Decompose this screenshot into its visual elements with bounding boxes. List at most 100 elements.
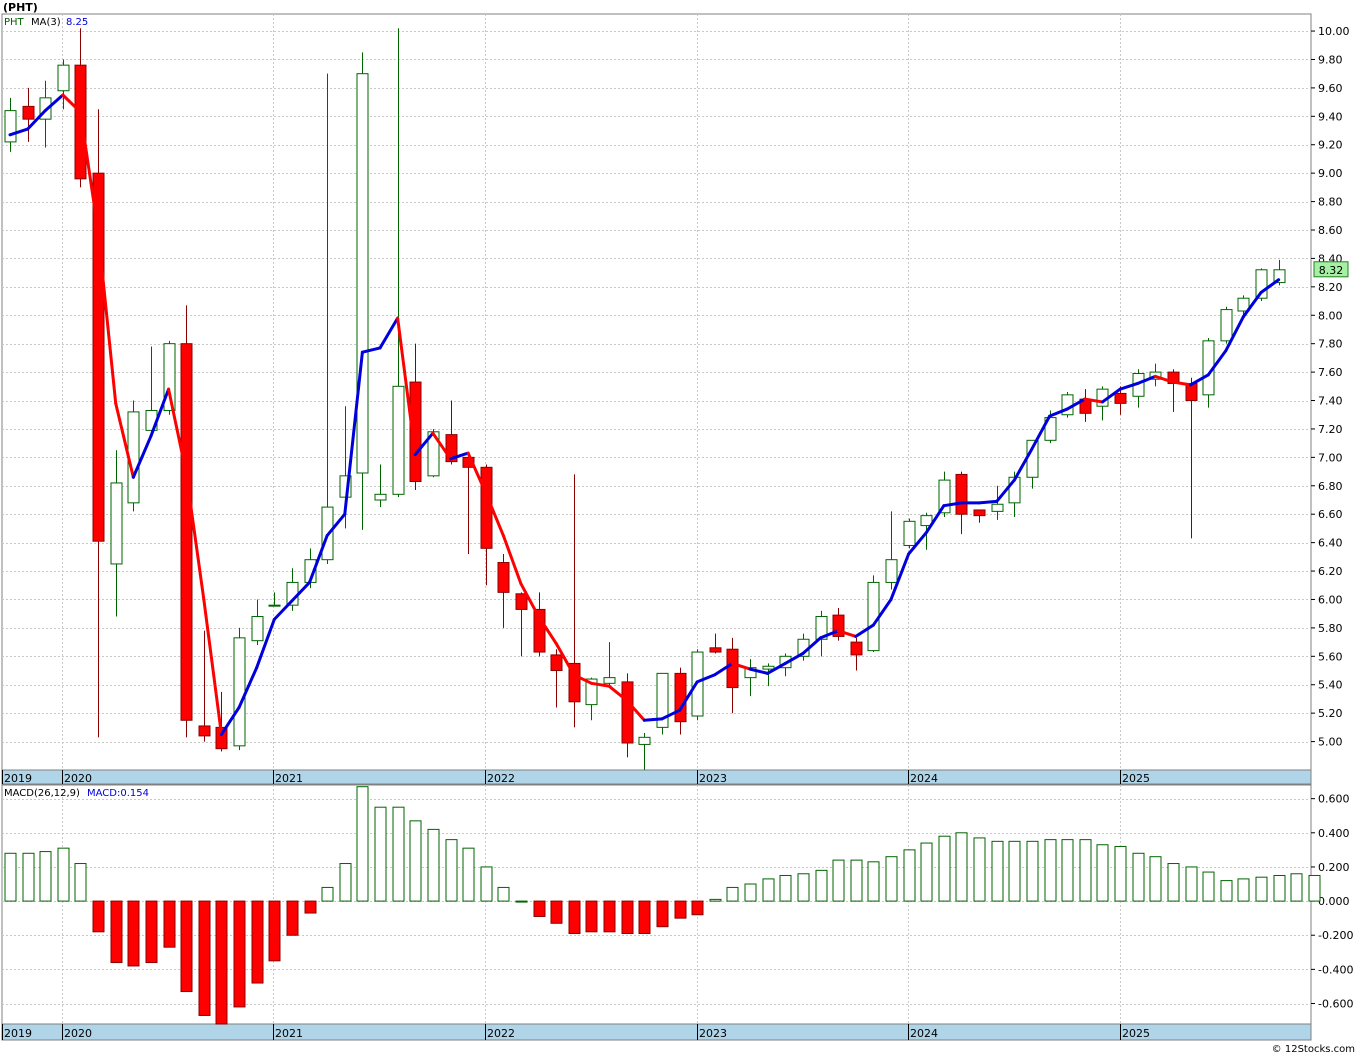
ma-segment bbox=[977, 499, 999, 505]
macd-y-tick-label: 0.400 bbox=[1318, 827, 1350, 840]
candle bbox=[1220, 306, 1233, 344]
candle-body bbox=[568, 662, 581, 703]
macd-bar bbox=[973, 837, 986, 902]
macd-bar bbox=[779, 874, 792, 902]
ma-segment bbox=[1030, 414, 1052, 451]
candle bbox=[973, 509, 986, 523]
macd-bar bbox=[1308, 874, 1321, 902]
ma-segment bbox=[237, 666, 259, 709]
macd-x-tick-label: 2025 bbox=[1122, 1027, 1150, 1040]
candle-body bbox=[656, 672, 669, 728]
macd-bar bbox=[374, 806, 387, 902]
candle bbox=[568, 474, 581, 728]
macd-bar bbox=[1220, 880, 1233, 902]
macd-bar bbox=[497, 886, 510, 902]
ma-segment bbox=[360, 346, 382, 354]
macd-bar bbox=[621, 900, 634, 935]
ma-segment bbox=[942, 501, 963, 508]
price-y-tick-label: 5.20 bbox=[1318, 707, 1343, 720]
macd-bar bbox=[1132, 852, 1145, 902]
candle-body bbox=[832, 614, 845, 637]
price-y-tick-label: 5.40 bbox=[1318, 679, 1343, 692]
candle-body bbox=[621, 681, 634, 744]
ma-segment bbox=[1083, 397, 1104, 404]
candle-body bbox=[1237, 297, 1250, 312]
ma-segment bbox=[1153, 374, 1175, 384]
macd-bar bbox=[57, 847, 70, 902]
price-y-tick-label: 6.60 bbox=[1318, 508, 1343, 521]
macd-y-tick-label: 0.000 bbox=[1318, 895, 1350, 908]
price-y-tick-label: 6.80 bbox=[1318, 480, 1343, 493]
macd-bar bbox=[251, 900, 264, 984]
ma-segment bbox=[625, 698, 646, 722]
candle bbox=[938, 471, 951, 518]
candle bbox=[409, 343, 422, 491]
candle-body bbox=[991, 503, 1004, 512]
macd-bar bbox=[674, 900, 687, 919]
candle bbox=[762, 663, 775, 687]
ma-segment bbox=[889, 552, 911, 601]
candle-body bbox=[427, 431, 440, 477]
ma-segment bbox=[1136, 374, 1157, 385]
price-y-tick-label: 9.80 bbox=[1318, 53, 1343, 66]
candle bbox=[268, 592, 281, 607]
macd-bar bbox=[850, 859, 863, 902]
ma-line bbox=[8, 93, 1281, 736]
macd-bar bbox=[4, 852, 17, 902]
candle bbox=[850, 637, 863, 671]
macd-bar bbox=[163, 900, 176, 948]
ma-segment bbox=[1065, 397, 1087, 411]
price-grid bbox=[2, 14, 1311, 770]
ma-segment bbox=[801, 636, 823, 655]
candle bbox=[815, 610, 828, 657]
ma-segment bbox=[184, 471, 206, 601]
macd-bar bbox=[127, 900, 140, 967]
candle-body bbox=[1273, 269, 1286, 284]
candle-body bbox=[867, 581, 880, 652]
macd-bar bbox=[1096, 844, 1109, 902]
candle bbox=[991, 485, 1004, 520]
candle bbox=[374, 464, 387, 508]
macd-bar bbox=[885, 856, 898, 902]
price-y-tick-label: 8.00 bbox=[1318, 309, 1343, 322]
ma-segment bbox=[519, 582, 541, 619]
candle bbox=[903, 518, 916, 549]
ma-segment bbox=[537, 615, 558, 646]
ma-segment bbox=[660, 708, 682, 721]
macd-y-tick-label: -0.600 bbox=[1318, 998, 1353, 1011]
candle bbox=[885, 511, 898, 590]
legend-ticker: PHT bbox=[4, 17, 25, 28]
price-y-tick-label: 8.20 bbox=[1318, 281, 1343, 294]
macd-bar bbox=[22, 852, 35, 902]
price-y-tick-label: 5.60 bbox=[1318, 650, 1343, 663]
ma-segment bbox=[61, 93, 82, 114]
macd-bar bbox=[955, 832, 968, 902]
candle-body bbox=[1114, 392, 1127, 404]
ma-segment bbox=[642, 717, 664, 722]
macd-y-tick-label: 0.200 bbox=[1318, 861, 1350, 874]
candle-body bbox=[709, 647, 722, 653]
candle bbox=[392, 28, 405, 498]
ma-segment bbox=[290, 580, 312, 603]
candle bbox=[22, 87, 35, 142]
candle-body bbox=[762, 665, 775, 670]
price-y-tick-label: 7.80 bbox=[1318, 338, 1343, 351]
candle bbox=[638, 733, 651, 770]
candle-body bbox=[497, 562, 510, 593]
candle-body bbox=[938, 479, 951, 514]
candle-body bbox=[726, 648, 739, 689]
macd-bar bbox=[286, 900, 299, 936]
candle-body bbox=[973, 509, 986, 517]
macd-bar bbox=[815, 869, 828, 902]
watermark: © 12Stocks.com bbox=[1272, 1044, 1355, 1055]
ma-segment bbox=[995, 478, 1016, 503]
candle bbox=[4, 97, 17, 152]
macd-bar bbox=[1008, 840, 1021, 902]
ma-segment bbox=[607, 684, 629, 702]
ma-segment bbox=[96, 229, 118, 405]
candle bbox=[57, 59, 70, 110]
ma-segment bbox=[202, 597, 223, 736]
price-y-tick-label: 8.60 bbox=[1318, 224, 1343, 237]
price-x-tick-label: 2025 bbox=[1122, 772, 1150, 785]
